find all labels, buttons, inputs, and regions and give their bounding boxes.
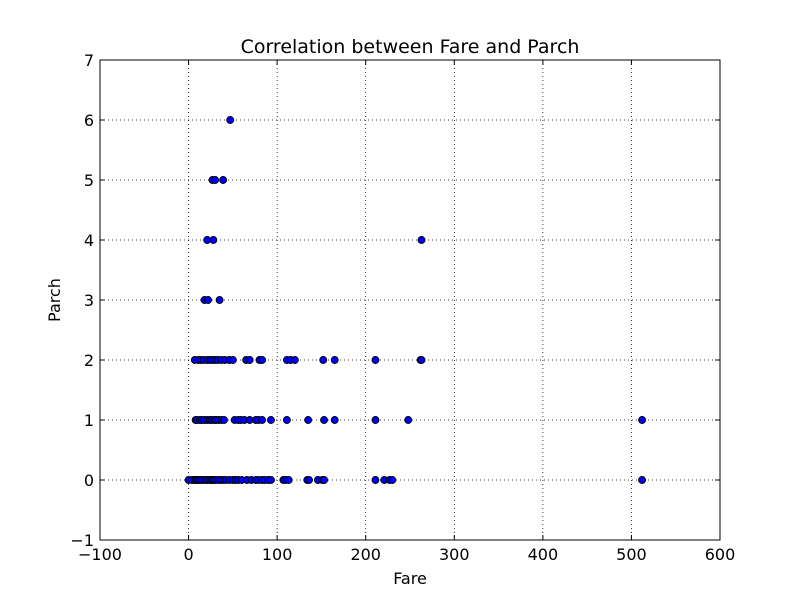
y-tick-label: 2 [84,351,94,370]
data-points [184,116,647,484]
axis-ticks: −100 0 100 200 300 400 500 600 −1 0 1 2 3 4 5 6 7 [70,51,735,564]
data-point [388,476,397,484]
y-tick-label: 5 [84,171,94,190]
data-point [638,416,647,424]
x-tick-label: 0 [183,545,193,564]
data-point [330,356,339,364]
data-point [290,356,299,364]
y-axis-label: Parch [45,278,64,322]
data-point [320,416,329,424]
chart-title: Correlation between Fare and Parch [241,36,580,58]
data-point [220,416,228,424]
y-tick-label: 7 [84,51,94,70]
y-tick-label: 1 [84,411,94,430]
y-tick-label: 3 [84,291,94,310]
data-point [330,416,339,424]
data-point [226,116,235,124]
data-point [209,236,218,244]
y-tick-label: −1 [70,531,94,550]
y-tick-label: 4 [84,231,94,250]
data-point [371,416,380,424]
data-point [404,416,413,424]
x-tick-label: −100 [78,545,122,564]
data-point [228,356,237,364]
x-tick-label: 300 [439,545,470,564]
data-point [320,476,329,484]
data-point [211,176,220,184]
x-tick-label: 400 [528,545,559,564]
grid [100,60,720,540]
data-point [258,356,267,364]
data-point [266,416,275,424]
data-point [305,476,313,484]
data-point [371,356,380,364]
data-point [417,236,426,244]
data-point [258,416,267,424]
data-point [417,356,426,364]
data-point [304,416,313,424]
data-point [245,356,254,364]
x-tick-label: 100 [262,545,293,564]
x-axis-label: Fare [393,569,427,588]
data-point [266,476,275,484]
data-point [219,176,228,184]
data-point [371,476,380,484]
data-point [204,296,213,304]
data-point [215,296,224,304]
y-tick-label: 0 [84,471,94,490]
data-point [638,476,647,484]
x-tick-label: 200 [350,545,381,564]
data-point [284,476,293,484]
x-tick-label: 500 [616,545,647,564]
data-point [319,356,328,364]
x-tick-label: 600 [705,545,736,564]
y-tick-label: 6 [84,111,94,130]
data-point [282,416,291,424]
